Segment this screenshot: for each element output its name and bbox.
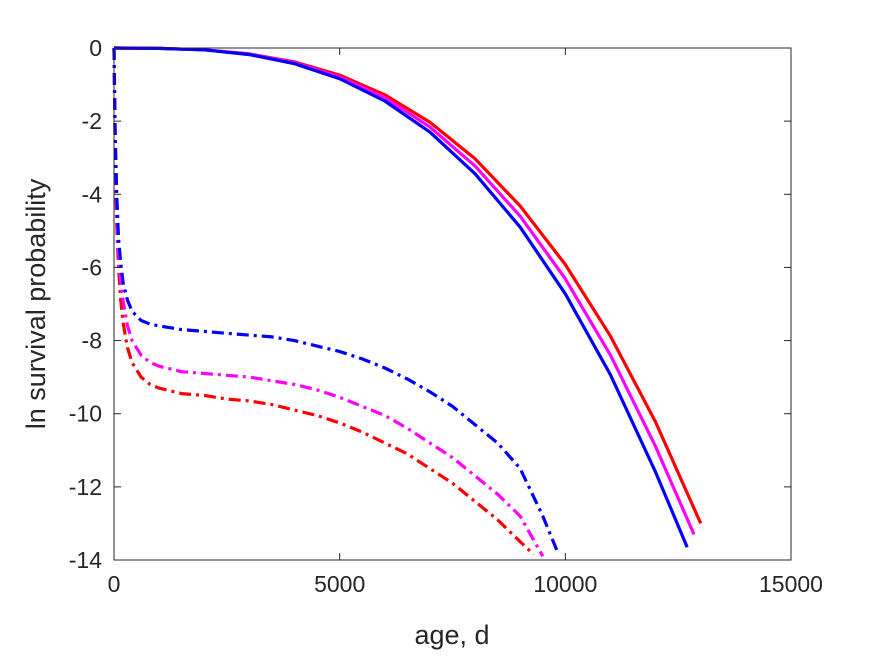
y-tick-label: -4	[82, 181, 103, 207]
y-tick-label: -12	[69, 474, 102, 500]
tick-layer: 0 5000 10000 15000 0 -2 -4 -6 -8 -10 -12 -14	[69, 35, 823, 597]
x-axis-title: age, d	[414, 620, 489, 650]
series-line-6	[112, 47, 561, 556]
series-line-4	[112, 47, 535, 556]
series-layer	[112, 46, 703, 558]
series-line-3	[113, 46, 689, 548]
y-tick-label: -10	[69, 401, 102, 427]
y-tick-label: -14	[69, 547, 102, 573]
y-axis-title: ln survival probability	[21, 178, 51, 429]
y-tick-label: -2	[82, 108, 102, 134]
x-tick-label: 15000	[759, 571, 823, 597]
plot-frame	[113, 47, 792, 561]
y-tick-label: -8	[82, 328, 102, 354]
series-line-5	[112, 47, 545, 558]
x-tick-label: 10000	[533, 571, 597, 597]
y-tick-label: 0	[89, 35, 102, 61]
x-tick-label: 5000	[314, 571, 365, 597]
x-tick-label: 0	[108, 571, 121, 597]
y-tick-label: -6	[82, 254, 102, 280]
